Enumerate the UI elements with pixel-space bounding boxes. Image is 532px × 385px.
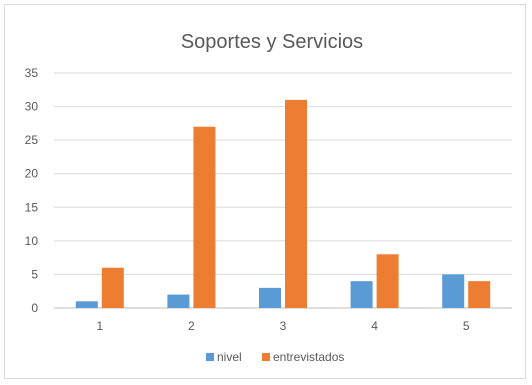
bar-nivel-2 xyxy=(167,294,190,308)
chart-container xyxy=(4,4,526,379)
bar-nivel-4 xyxy=(350,281,373,308)
legend-label-entrevistados: entrevistados xyxy=(273,350,344,364)
x-tick-label: 4 xyxy=(371,319,378,333)
y-tick-label: 0 xyxy=(31,301,38,315)
legend-swatch-nivel xyxy=(206,353,214,361)
bar-entrevistados-4 xyxy=(376,254,399,308)
bars xyxy=(75,99,491,308)
gridlines xyxy=(54,72,512,309)
x-tick-label: 5 xyxy=(463,319,470,333)
bar-nivel-5 xyxy=(442,274,465,308)
legend-swatch-entrevistados xyxy=(262,353,270,361)
y-tick-label: 20 xyxy=(25,167,39,181)
legend: nivel entrevistados xyxy=(206,350,344,364)
bar-nivel-3 xyxy=(259,287,281,308)
bar-entrevistados-5 xyxy=(468,281,491,308)
y-axis-ticks: 0 5 10 15 20 25 30 35 xyxy=(25,66,39,315)
y-tick-label: 35 xyxy=(25,66,39,80)
x-tick-label: 1 xyxy=(96,319,103,333)
bar-nivel-1 xyxy=(75,301,98,308)
y-tick-label: 5 xyxy=(31,267,38,281)
legend-label-nivel: nivel xyxy=(217,350,242,364)
x-tick-label: 3 xyxy=(280,319,287,333)
bar-entrevistados-2 xyxy=(193,126,216,308)
bar-entrevistados-1 xyxy=(101,267,124,308)
y-tick-label: 30 xyxy=(25,100,39,114)
x-axis-ticks: 1 2 3 4 5 xyxy=(96,319,469,333)
y-tick-label: 25 xyxy=(25,133,39,147)
bar-entrevistados-3 xyxy=(285,99,307,308)
y-tick-label: 15 xyxy=(25,200,39,214)
chart-title: Soportes y Servicios xyxy=(181,31,363,53)
y-tick-label: 10 xyxy=(25,234,39,248)
x-tick-label: 2 xyxy=(188,319,195,333)
